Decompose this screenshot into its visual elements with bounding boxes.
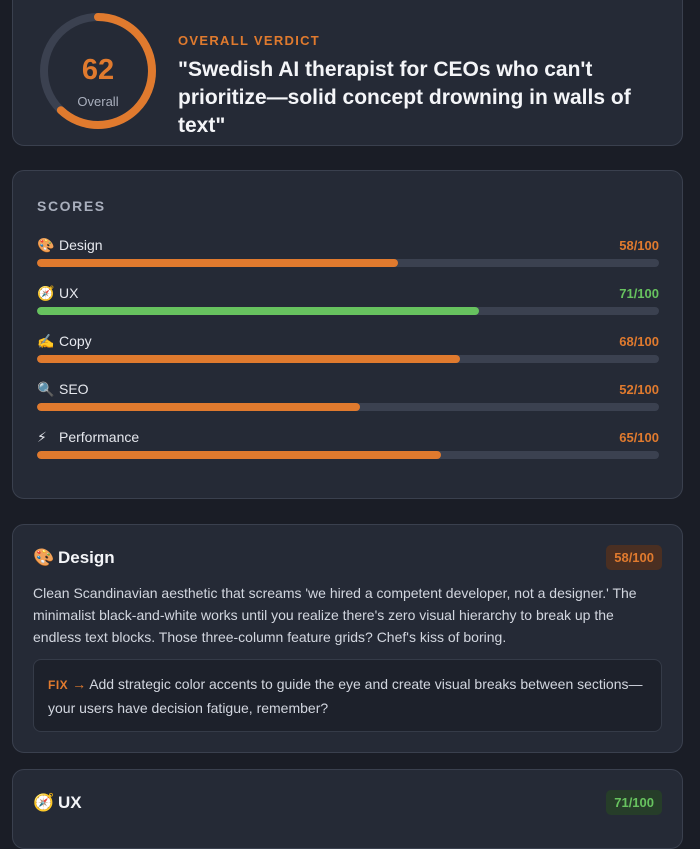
detail-title-text: Design	[58, 548, 115, 567]
overall-score-value: 62	[81, 54, 115, 86]
compass-icon: 🧭	[37, 285, 55, 301]
score-value: 65/100	[619, 430, 659, 445]
score-value: 68/100	[619, 334, 659, 349]
score-bar-track	[37, 451, 659, 459]
score-bar-fill	[37, 259, 398, 267]
design-detail-card: 🎨 Design 58/100 Clean Scandinavian aesthe…	[12, 524, 683, 753]
score-label: Copy	[59, 333, 92, 349]
verdict-kicker: OVERALL VERDICT	[178, 33, 321, 48]
score-ring-progress	[40, 13, 156, 129]
scores-card: SCORES 🎨 Design 58/100 🧭 UX 71/100 ✍️ Copy …	[12, 170, 683, 499]
score-label: UX	[59, 285, 79, 301]
score-bar-track	[37, 259, 659, 267]
score-row-ux: 🧭 UX 71/100	[37, 285, 659, 325]
fix-text: Add strategic color accents to guide the…	[48, 676, 643, 716]
compass-icon: 🧭	[33, 793, 55, 812]
score-name-design: 🎨 Design	[37, 237, 103, 254]
score-label: Performance	[59, 429, 140, 445]
score-row-seo: 🔍 SEO 52/100	[37, 381, 659, 421]
score-name-ux: 🧭 UX	[37, 285, 78, 302]
detail-title: 🎨 Design	[33, 548, 115, 568]
lightning-icon: ⚡	[37, 429, 47, 445]
fix-suggestion: FIX → Add strategic color accents to gui…	[33, 659, 662, 732]
score-row-copy: ✍️ Copy 68/100	[37, 333, 659, 373]
detail-title: 🧭 UX	[33, 793, 82, 813]
score-bar-fill	[37, 307, 479, 315]
scores-title: SCORES	[37, 198, 106, 214]
detail-body: Clean Scandinavian aesthetic that scream…	[33, 585, 637, 645]
ux-detail-card: 🧭 UX 71/100	[12, 769, 683, 849]
detail-title-text: UX	[58, 793, 82, 812]
score-bar-track	[37, 307, 659, 315]
score-label: SEO	[59, 381, 89, 397]
overall-verdict-card: 62 Overall OVERALL VERDICT "Swedish AI t…	[12, 0, 683, 146]
arrow-right-icon: →	[72, 676, 87, 692]
score-badge: 58/100	[606, 545, 662, 570]
score-bar-track	[37, 355, 659, 363]
score-bar-track	[37, 403, 659, 411]
fix-label: FIX	[48, 678, 69, 692]
score-bar-fill	[37, 451, 442, 459]
score-row-design: 🎨 Design 58/100	[37, 237, 659, 277]
score-name-seo: 🔍 SEO	[37, 381, 89, 398]
score-badge: 71/100	[606, 790, 662, 815]
overall-score-label: Overall	[77, 94, 119, 109]
writing-hand-icon: ✍️	[37, 333, 55, 349]
overall-score-ring: 62 Overall	[37, 10, 159, 132]
magnifier-icon: 🔍	[37, 381, 55, 397]
palette-icon: 🎨	[37, 237, 55, 253]
score-row-performance: ⚡ Performance 65/100	[37, 429, 659, 469]
score-value: 52/100	[619, 382, 659, 397]
score-label: Design	[59, 237, 103, 253]
palette-icon: 🎨	[33, 548, 55, 567]
score-name-copy: ✍️ Copy	[37, 333, 92, 350]
score-bar-fill	[37, 355, 460, 363]
score-bar-fill	[37, 403, 361, 411]
score-ring-graphic	[40, 13, 156, 129]
score-value: 58/100	[619, 238, 659, 253]
score-name-performance: ⚡ Performance	[37, 429, 139, 446]
score-value: 71/100	[619, 286, 659, 301]
verdict-quote: "Swedish AI therapist for CEOs who can't…	[178, 58, 631, 137]
